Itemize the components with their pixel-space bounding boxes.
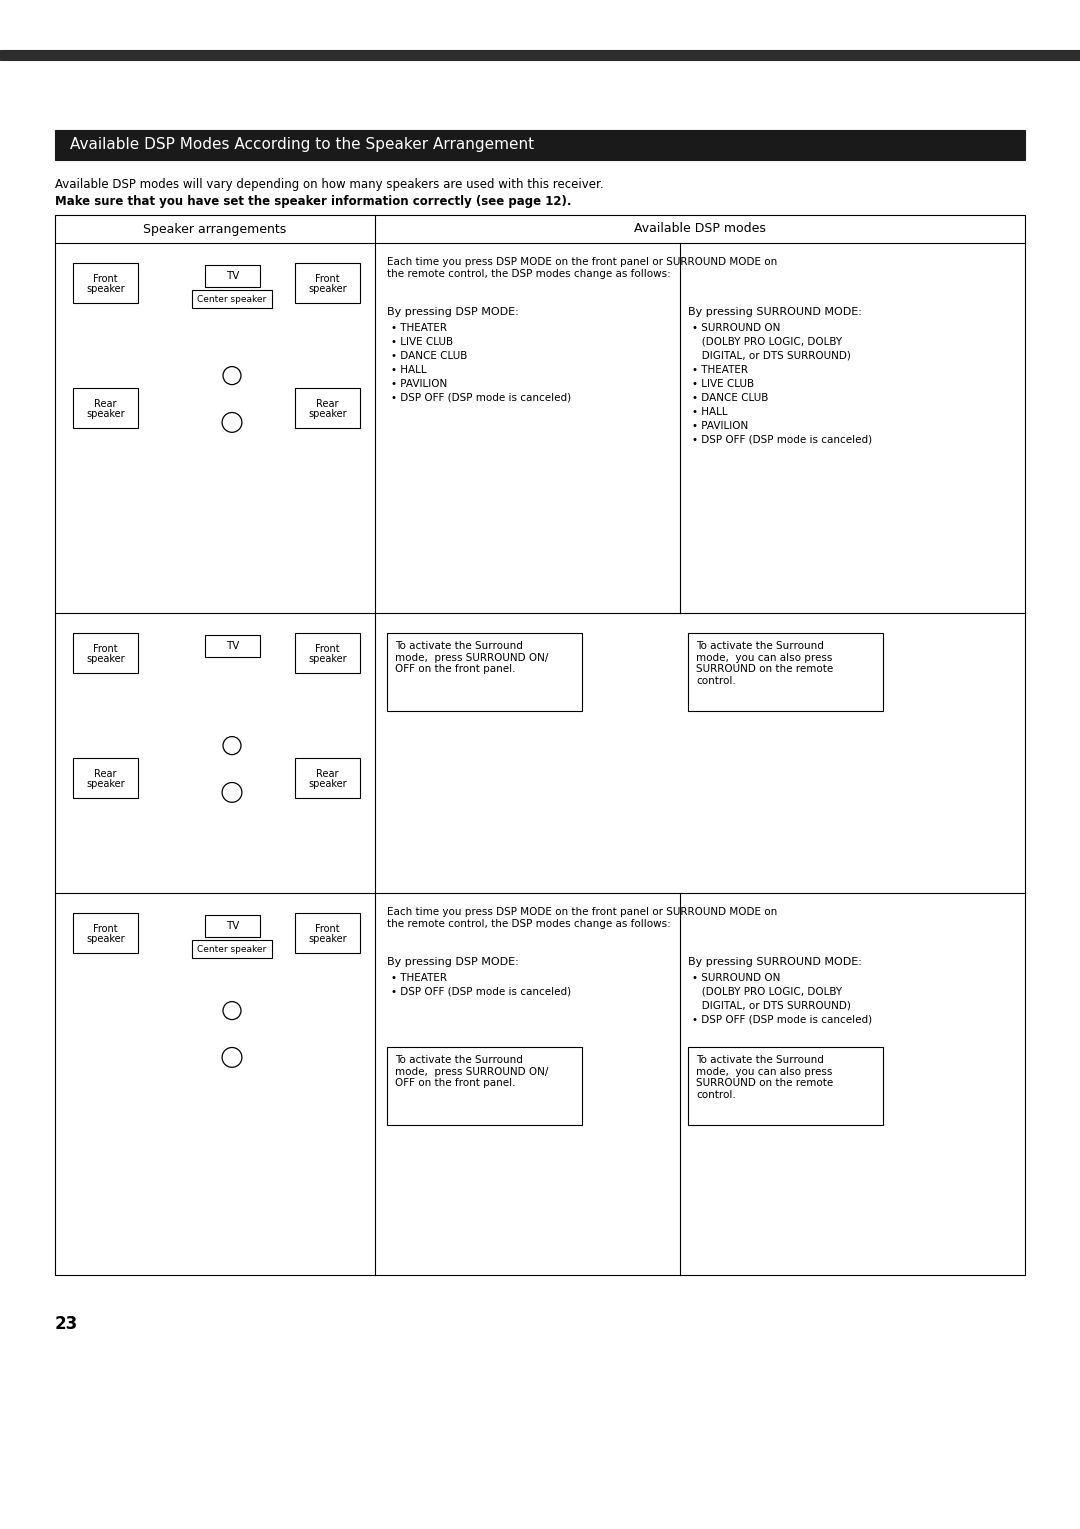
Bar xyxy=(688,1047,883,1125)
Text: Rear: Rear xyxy=(316,769,339,778)
Text: • THEATER: • THEATER xyxy=(692,365,748,375)
Text: • PAVILION: • PAVILION xyxy=(391,379,447,388)
Text: • DSP OFF (DSP mode is canceled): • DSP OFF (DSP mode is canceled) xyxy=(391,393,571,404)
Text: DIGITAL, or DTS SURROUND): DIGITAL, or DTS SURROUND) xyxy=(692,352,851,361)
Text: To activate the Surround
mode,  you can also press
SURROUND on the remote
contro: To activate the Surround mode, you can a… xyxy=(696,1055,834,1099)
Text: speaker: speaker xyxy=(86,654,125,664)
Text: • HALL: • HALL xyxy=(692,407,728,417)
Bar xyxy=(73,758,138,798)
Text: To activate the Surround
mode,  press SURROUND ON/
OFF on the front panel.: To activate the Surround mode, press SUR… xyxy=(395,641,549,674)
Bar xyxy=(205,635,260,657)
Text: • DANCE CLUB: • DANCE CLUB xyxy=(391,352,468,361)
Text: speaker: speaker xyxy=(308,654,347,664)
Bar xyxy=(295,913,360,953)
Bar xyxy=(0,50,1080,60)
Text: • HALL: • HALL xyxy=(391,365,427,375)
Bar xyxy=(73,633,138,673)
Text: Each time you press DSP MODE on the front panel or SURROUND MODE on
the remote c: Each time you press DSP MODE on the fron… xyxy=(387,907,778,928)
Text: speaker: speaker xyxy=(308,934,347,943)
Text: • SURROUND ON: • SURROUND ON xyxy=(692,323,781,333)
Bar xyxy=(73,913,138,953)
Text: • LIVE CLUB: • LIVE CLUB xyxy=(391,336,454,347)
Text: speaker: speaker xyxy=(86,934,125,943)
Bar xyxy=(192,940,272,959)
Text: 23: 23 xyxy=(55,1315,78,1333)
Text: By pressing SURROUND MODE:: By pressing SURROUND MODE: xyxy=(688,957,862,966)
Text: speaker: speaker xyxy=(86,778,125,789)
Bar xyxy=(295,633,360,673)
Text: Available DSP Modes According to the Speaker Arrangement: Available DSP Modes According to the Spe… xyxy=(70,138,535,153)
Text: To activate the Surround
mode,  you can also press
SURROUND on the remote
contro: To activate the Surround mode, you can a… xyxy=(696,641,834,687)
Text: By pressing DSP MODE:: By pressing DSP MODE: xyxy=(387,307,518,317)
Text: • SURROUND ON: • SURROUND ON xyxy=(692,972,781,983)
Text: Each time you press DSP MODE on the front panel or SURROUND MODE on
the remote c: Each time you press DSP MODE on the fron… xyxy=(387,257,778,278)
Text: Front: Front xyxy=(315,274,340,284)
Text: Front: Front xyxy=(315,924,340,934)
Text: Rear: Rear xyxy=(316,399,339,408)
Text: Make sure that you have set the speaker information correctly (see page 12).: Make sure that you have set the speaker … xyxy=(55,196,571,208)
Text: Center speaker: Center speaker xyxy=(198,945,267,954)
Bar xyxy=(387,633,582,711)
Text: • DANCE CLUB: • DANCE CLUB xyxy=(692,393,768,404)
Bar xyxy=(688,633,883,711)
Text: Rear: Rear xyxy=(94,769,117,778)
Text: Front: Front xyxy=(315,644,340,654)
Bar xyxy=(55,130,1025,161)
Text: TV: TV xyxy=(226,271,239,281)
Bar xyxy=(55,216,1025,1275)
Text: • THEATER: • THEATER xyxy=(391,972,447,983)
Text: TV: TV xyxy=(226,920,239,931)
Text: • DSP OFF (DSP mode is canceled): • DSP OFF (DSP mode is canceled) xyxy=(692,434,873,445)
Bar xyxy=(205,265,260,287)
Text: To activate the Surround
mode,  press SURROUND ON/
OFF on the front panel.: To activate the Surround mode, press SUR… xyxy=(395,1055,549,1089)
Bar xyxy=(192,291,272,307)
Text: speaker: speaker xyxy=(308,778,347,789)
Text: speaker: speaker xyxy=(308,284,347,294)
Text: Available DSP modes will vary depending on how many speakers are used with this : Available DSP modes will vary depending … xyxy=(55,177,604,191)
Text: speaker: speaker xyxy=(86,284,125,294)
Text: • THEATER: • THEATER xyxy=(391,323,447,333)
Text: speaker: speaker xyxy=(86,408,125,419)
Text: By pressing DSP MODE:: By pressing DSP MODE: xyxy=(387,957,518,966)
Text: Rear: Rear xyxy=(94,399,117,408)
Text: Speaker arrangements: Speaker arrangements xyxy=(144,223,286,235)
Text: (DOLBY PRO LOGIC, DOLBY: (DOLBY PRO LOGIC, DOLBY xyxy=(692,988,842,997)
Bar xyxy=(387,1047,582,1125)
Bar xyxy=(295,758,360,798)
Text: • PAVILION: • PAVILION xyxy=(692,420,748,431)
Bar xyxy=(295,388,360,428)
Text: Front: Front xyxy=(93,924,118,934)
Text: By pressing SURROUND MODE:: By pressing SURROUND MODE: xyxy=(688,307,862,317)
Text: TV: TV xyxy=(226,641,239,651)
Text: • DSP OFF (DSP mode is canceled): • DSP OFF (DSP mode is canceled) xyxy=(391,988,571,997)
Text: speaker: speaker xyxy=(308,408,347,419)
Text: • DSP OFF (DSP mode is canceled): • DSP OFF (DSP mode is canceled) xyxy=(692,1015,873,1024)
Text: Front: Front xyxy=(93,644,118,654)
Bar xyxy=(73,388,138,428)
Bar xyxy=(205,914,260,937)
Text: Center speaker: Center speaker xyxy=(198,295,267,303)
Text: • LIVE CLUB: • LIVE CLUB xyxy=(692,379,754,388)
Text: (DOLBY PRO LOGIC, DOLBY: (DOLBY PRO LOGIC, DOLBY xyxy=(692,336,842,347)
Text: DIGITAL, or DTS SURROUND): DIGITAL, or DTS SURROUND) xyxy=(692,1001,851,1011)
Text: Front: Front xyxy=(93,274,118,284)
Bar xyxy=(295,263,360,303)
Text: Available DSP modes: Available DSP modes xyxy=(634,223,766,235)
Bar xyxy=(73,263,138,303)
